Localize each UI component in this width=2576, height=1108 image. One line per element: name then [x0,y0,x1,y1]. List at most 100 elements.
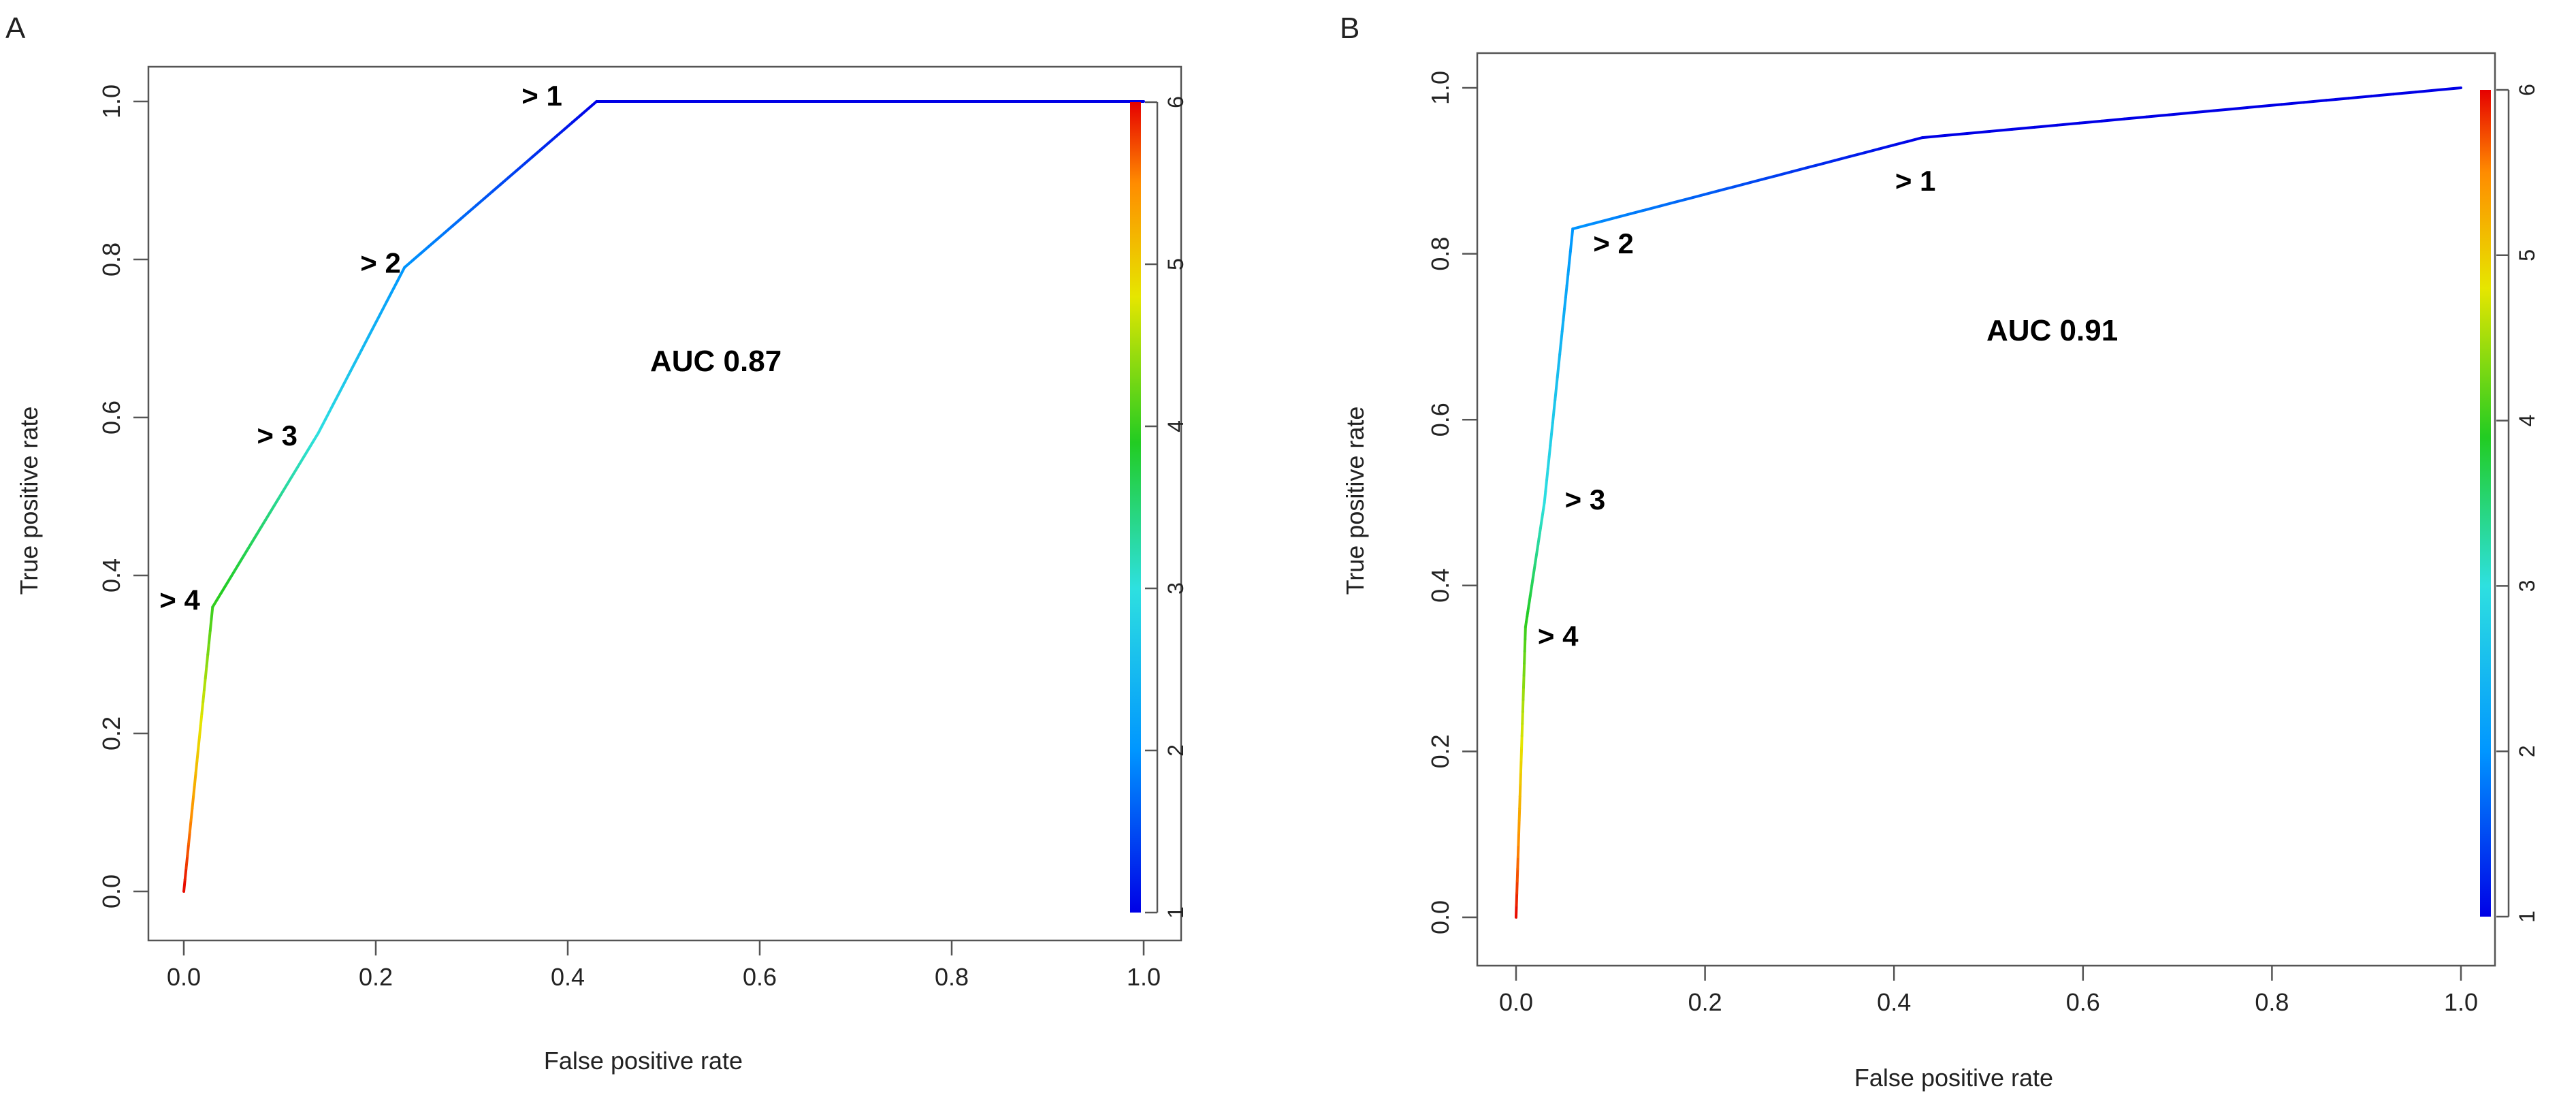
roc-segment [1553,387,1558,402]
roc-segment [1516,843,1520,859]
roc-segment [1516,855,1519,870]
roc-segment [1717,185,1735,193]
x-axis: 0.0 0.2 0.4 0.6 0.8 1.0 [1499,966,2478,1016]
roc-segment [2235,105,2261,110]
roc-panel-b: B 0.0 0.2 0.4 0.6 0.8 1.0 0.00.20.40.60.81.0 … [1340,12,2539,1092]
roc-segment [208,617,213,633]
roc-segment [263,511,272,522]
roc-segment [1775,170,1793,177]
y-axis: 0.0 0.2 0.4 0.6 0.8 1.0 [97,84,148,908]
roc-segment [308,439,315,449]
roc-segment [1790,166,1807,174]
auc-annotation: AUC 0.91 [1986,314,2118,347]
roc-segment [1566,262,1571,276]
roc-segment [467,204,479,214]
roc-segment [1965,129,1991,135]
roc-segment [211,598,219,609]
roc-segment [2302,99,2328,104]
y-tick-label: 1.0 [97,84,125,118]
roc-segment [268,504,276,515]
roc-segment [2437,86,2462,92]
roc-segment [2415,89,2441,94]
colorbar [2480,90,2491,917]
roc-segment [1557,353,1562,368]
x-tick-label: 0.8 [935,963,969,991]
roc-segment [571,114,582,124]
roc-segment [192,783,196,798]
roc-segment [277,490,285,500]
cutoff-label: > 2 [1593,227,1634,259]
roc-segment [295,460,302,471]
y-tick-label: 0.6 [1426,402,1454,437]
roc-segment [2078,119,2104,125]
roc-segment [1552,398,1557,413]
roc-segment [204,665,208,680]
roc-segment [1544,478,1549,493]
roc-segment [1702,189,1720,196]
roc-segment [193,772,197,787]
roc-segment [1644,204,1662,212]
roc-segment [531,148,543,159]
roc-segment [1521,710,1524,725]
roc-segment [184,854,189,870]
colorbar-ticks: 1 2 3 4 5 6 [2496,84,2539,923]
colorbar [1130,102,1141,913]
roc-segment [563,121,575,131]
roc-segment [1600,216,1618,223]
roc-segment [1673,197,1691,204]
roc-segment [312,432,320,442]
roc-segment [187,831,191,846]
roc-segment [1523,637,1527,653]
roc-segment [182,878,187,893]
roc-panel-a: A 0.0 0.2 0.4 0.6 0.8 1.0 0.00.20.40.60.81.0 … [5,12,1188,1075]
plot-frame [147,65,1182,942]
roc-segment [1562,307,1566,322]
roc-segment [200,700,205,715]
plot-frame [1476,52,2496,967]
roc-segment [411,252,422,262]
roc-segment [1518,795,1522,810]
roc-segment [1551,410,1556,424]
roc-segment [507,169,518,179]
roc-segment [197,735,201,751]
cutoff-label: > 4 [1538,620,1579,652]
cutoff-label: > 4 [159,584,200,616]
cutoff-label: > 1 [1895,165,1936,197]
cutoff-label: > 2 [360,247,401,279]
roc-segment [1517,831,1521,846]
roc-segment [1988,127,2014,133]
roc-segment [1550,421,1554,436]
roc-segment [1560,319,1565,333]
x-tick-label: 0.4 [1877,988,1911,1016]
roc-segment [1570,227,1575,242]
roc-segment [2100,117,2126,123]
roc-segment [220,584,227,595]
cutoff-label: > 1 [521,80,562,112]
roc-segment [195,748,200,763]
roc-segment [1515,904,1518,919]
roc-curve [1515,86,2462,919]
roc-segment [451,217,462,227]
roc-segment [1568,238,1573,253]
y-tick-label: 0.4 [1426,569,1454,603]
roc-segment [272,496,280,507]
cutoff-labels: > 4 > 3 > 2 > 1 [159,80,562,616]
roc-segment [475,197,486,207]
roc-segment [1568,250,1572,265]
colorbar-tick-label: 5 [2515,249,2539,262]
roc-segment [435,231,447,241]
roc-segment [2010,125,2036,131]
roc-segment [547,134,558,144]
roc-segment [1731,182,1750,189]
x-tick-label: 0.6 [2066,988,2100,1016]
roc-segment [2347,95,2373,100]
x-axis-title: False positive rate [1854,1064,2053,1092]
roc-segment [224,576,232,587]
roc-segment [2280,101,2306,106]
roc-segment [1554,375,1559,390]
colorbar-tick-label: 6 [2515,84,2539,96]
roc-segment [259,518,267,529]
roc-segment [1877,144,1895,151]
roc-segment [587,100,598,110]
roc-segment [403,259,415,269]
